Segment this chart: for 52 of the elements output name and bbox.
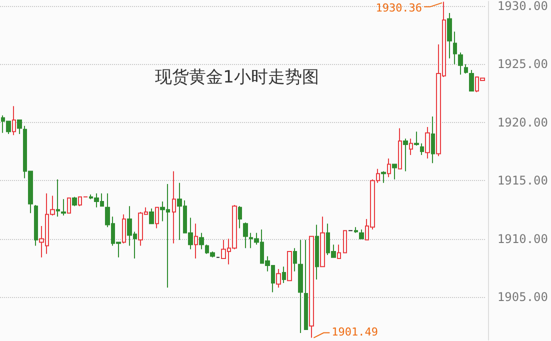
candlestick bbox=[398, 128, 402, 170]
candlestick bbox=[354, 226, 358, 234]
text: 现货黄金1小时走势图 bbox=[155, 68, 319, 88]
candlestick bbox=[343, 230, 347, 254]
candlestick bbox=[199, 232, 204, 250]
candlestick bbox=[420, 142, 424, 156]
candlestick bbox=[320, 216, 325, 268]
candlestick bbox=[12, 106, 16, 136]
candlestick bbox=[17, 120, 22, 135]
candlestick bbox=[34, 204, 38, 246]
candlestick bbox=[149, 208, 154, 224]
candlestick bbox=[282, 266, 286, 284]
candlestick bbox=[381, 170, 386, 184]
candlestick bbox=[155, 206, 159, 229]
candlestick bbox=[414, 131, 419, 146]
candlestick bbox=[447, 12, 452, 59]
candlestick bbox=[403, 138, 408, 172]
candlestick bbox=[293, 248, 297, 272]
y-tick-label: 1925.00 bbox=[497, 57, 548, 72]
candlestick bbox=[337, 244, 341, 260]
candlestick bbox=[172, 170, 176, 244]
y-tick-label: 1920.00 bbox=[497, 115, 548, 130]
candlestick bbox=[276, 268, 281, 288]
candlestick bbox=[72, 196, 77, 207]
candlestick bbox=[304, 239, 308, 330]
y-tick-label: 1905.00 bbox=[497, 290, 548, 304]
candlestick bbox=[315, 224, 319, 280]
candlestick bbox=[122, 214, 126, 244]
y-tick-label: 1930.00 bbox=[497, 0, 548, 13]
y-tick-label: 1910.00 bbox=[497, 232, 548, 246]
candlestick bbox=[453, 31, 457, 65]
candlestick bbox=[194, 223, 198, 260]
candlestick bbox=[409, 138, 413, 156]
candlestick bbox=[67, 198, 71, 214]
y-tick-label: 1915.00 bbox=[497, 174, 548, 188]
candlestick bbox=[298, 239, 303, 334]
candlestick bbox=[56, 178, 60, 218]
candlestick bbox=[464, 64, 468, 74]
candlestick bbox=[387, 158, 391, 178]
candlestick bbox=[469, 70, 474, 92]
candlestick bbox=[309, 236, 314, 338]
annotation: 1901.49 bbox=[332, 325, 378, 338]
candlestick bbox=[287, 251, 292, 282]
candlestick bbox=[431, 116, 435, 164]
candlestick bbox=[61, 198, 66, 216]
candlestick bbox=[243, 222, 248, 249]
candlestick bbox=[359, 228, 364, 240]
candlestick bbox=[238, 206, 242, 229]
annotation: 1930.36 bbox=[376, 1, 422, 14]
candlestick bbox=[458, 52, 463, 76]
candlestick bbox=[392, 164, 397, 180]
candlestick bbox=[425, 126, 430, 159]
